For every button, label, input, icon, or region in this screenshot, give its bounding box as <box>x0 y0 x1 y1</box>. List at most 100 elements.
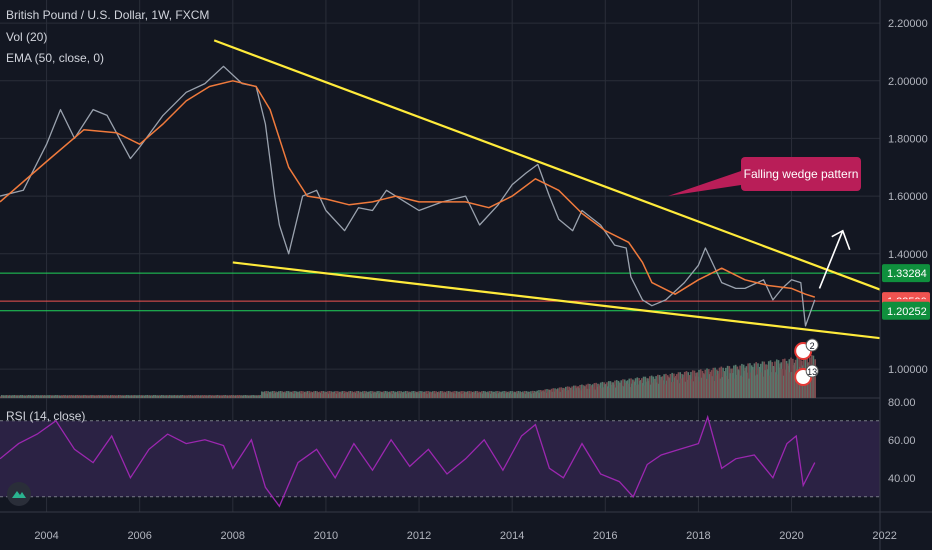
volume-bar <box>276 391 278 398</box>
volume-bar <box>603 382 606 398</box>
volume-bar <box>631 383 633 398</box>
volume-bar <box>771 362 774 398</box>
volume-bar <box>345 392 348 398</box>
volume-bar <box>286 393 289 398</box>
volume-bar <box>19 395 22 398</box>
tradingview-logo-icon[interactable] <box>7 482 31 506</box>
volume-bar <box>542 390 545 398</box>
volume-bar <box>581 384 583 398</box>
volume-bar <box>578 388 580 398</box>
volume-bar <box>427 391 429 398</box>
volume-bar <box>262 392 265 398</box>
y-tick-label: 1.00000 <box>888 364 928 376</box>
volume-bar <box>61 395 64 398</box>
volume-bar <box>438 393 441 398</box>
volume-bar <box>103 395 106 398</box>
volume-bar <box>613 384 615 398</box>
volume-bar <box>453 393 455 398</box>
rsi-tick-label: 60.00 <box>888 435 916 447</box>
volume-bar <box>251 395 253 398</box>
volume-bar <box>674 375 677 398</box>
rsi-band <box>0 420 880 497</box>
volume-bar <box>691 379 693 398</box>
volume-bar <box>632 379 634 398</box>
volume-bar <box>415 392 418 398</box>
volume-bar <box>431 391 434 398</box>
volume-bar <box>142 395 144 398</box>
volume-bar <box>207 395 210 398</box>
volume-bar <box>232 395 235 398</box>
volume-bar <box>404 391 407 398</box>
volume-bar <box>474 391 477 398</box>
volume-bar <box>665 373 667 398</box>
volume-bar <box>738 370 741 398</box>
volume-bar <box>278 391 280 398</box>
volume-bar <box>617 380 620 398</box>
volume-bar <box>619 382 622 398</box>
volume-bar <box>348 393 351 398</box>
volume-bar <box>197 395 200 398</box>
falling-wedge-callout[interactable]: Falling wedge pattern <box>741 157 861 191</box>
volume-bar <box>159 395 161 398</box>
volume-bar <box>457 391 460 398</box>
volume-bar <box>675 374 678 398</box>
volume-bar <box>160 395 163 398</box>
volume-bar <box>252 395 255 398</box>
volume-bar <box>290 391 293 398</box>
volume-bar <box>8 395 11 398</box>
volume-bar <box>594 389 597 398</box>
volume-bar <box>564 389 566 398</box>
volume-bar <box>357 391 360 398</box>
volume-bar <box>369 393 371 398</box>
rsi-pane[interactable] <box>0 414 880 508</box>
volume-bar <box>131 395 134 398</box>
volume-bar <box>657 374 659 398</box>
volume-bar <box>627 383 630 398</box>
volume-bar <box>295 393 297 398</box>
volume-bar <box>303 391 306 398</box>
volume-bar <box>729 373 732 398</box>
volume-bar <box>576 386 579 398</box>
volume-bar <box>433 391 436 398</box>
volume-bar <box>562 387 564 398</box>
volume-bar <box>634 378 637 398</box>
volume-bar <box>350 393 353 398</box>
volume-bar <box>370 393 373 398</box>
event-badges[interactable]: 2 13 <box>794 338 819 386</box>
volume-bar <box>535 391 538 398</box>
volume-bar <box>373 391 376 398</box>
volume-bar <box>216 395 218 398</box>
volume-bar <box>311 392 314 398</box>
volume-bar <box>632 380 635 398</box>
volume-bar <box>354 391 356 398</box>
volume-bar <box>481 393 484 398</box>
volume-bar <box>604 384 606 398</box>
volume-bar <box>579 384 581 398</box>
volume-bar <box>707 379 709 398</box>
volume-bar <box>300 391 302 398</box>
volume-bar <box>11 395 14 398</box>
volume-bar <box>75 396 78 398</box>
volume-bar <box>168 395 171 398</box>
price-pane[interactable] <box>0 39 899 342</box>
volume-bar <box>518 393 521 398</box>
volume-bar <box>733 365 735 398</box>
volume-bar <box>502 393 505 398</box>
volume-bar <box>548 389 550 398</box>
volume-bar <box>513 391 515 398</box>
volume-bar <box>430 392 433 398</box>
volume-bar <box>265 391 268 398</box>
volume-bar <box>29 395 32 398</box>
volume-bar <box>320 391 323 398</box>
volume-bar <box>592 387 595 398</box>
volume-bar <box>699 369 702 398</box>
volume-bar <box>113 395 116 398</box>
volume-bar <box>329 393 332 398</box>
volume-bar <box>283 392 285 398</box>
volume-bar <box>347 391 350 398</box>
volume-bar <box>10 395 13 398</box>
volume-bar <box>13 395 16 398</box>
volume-bar <box>633 381 636 398</box>
volume-bar <box>169 395 172 398</box>
